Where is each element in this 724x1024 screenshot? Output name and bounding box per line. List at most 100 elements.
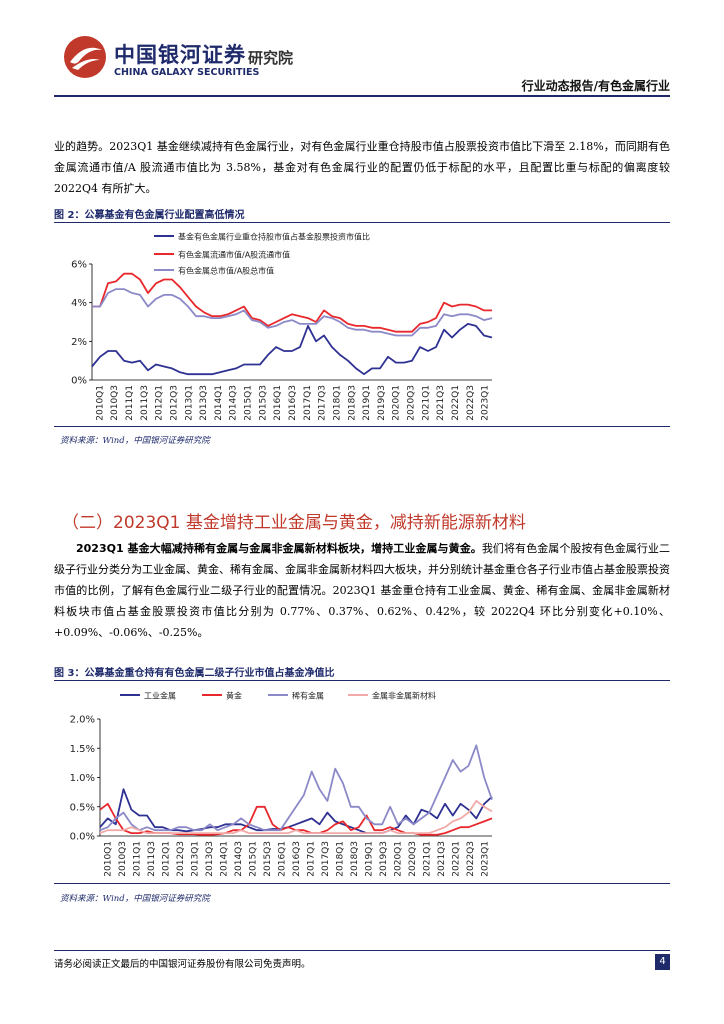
logo: 中国银河证券 研究院 CHINA GALAXY SECURITIES [62,34,322,82]
x-tick-label: 2021Q3 [437,841,447,877]
paragraph-allocation: 2023Q1 基金大幅减持稀有金属与金属非金属新材料板块，增持工业金属与黄金。我… [54,538,670,643]
figure2-top-rule [54,222,670,223]
x-tick-label: 2013Q1 [190,841,200,877]
section-heading: （二）2023Q1 基金增持工业金属与黄金，减持新能源新材料 [62,513,526,533]
legend-label-4: 金属非金属新材料 [372,691,436,701]
x-tick-label: 2014Q3 [229,385,239,421]
series-line-4 [99,800,493,835]
y-tick-label: 6% [71,260,87,271]
header-divider [54,95,670,97]
x-tick-label: 2017Q3 [318,385,328,421]
y-tick-label: 2% [71,337,87,348]
x-tick-label: 2011Q1 [125,385,135,421]
report-type: 行业动态报告/有色金属行业 [521,79,670,93]
x-tick-label: 2010Q3 [118,841,128,877]
galaxy-logo-icon [64,36,106,78]
legend-label-1: 工业金属 [144,691,176,701]
x-tick-label: 2011Q3 [147,841,157,877]
y-tick-label: 2.0% [70,715,95,726]
x-tick-label: 2022Q3 [466,385,476,421]
y-tick-label: 0% [71,376,87,387]
x-tick-label: 2020Q1 [392,385,402,421]
figure2-title: 图 2：公募基金有色金属行业配置高低情况 [54,210,245,221]
paragraph-allocation-lead: 2023Q1 基金大幅减持稀有金属与金属非金属新材料板块，增持工业金属与黄金。 [76,542,482,555]
series-line-3 [99,744,493,832]
x-tick-label: 2022Q1 [451,385,461,421]
logo-english-name: CHINA GALAXY SECURITIES [114,67,260,78]
y-tick-label: 1.0% [70,773,95,784]
x-tick-label: 2014Q1 [214,385,224,421]
y-tick-label: 4% [71,298,87,309]
figure3-top-rule [54,680,670,681]
x-tick-label: 2019Q1 [362,385,372,421]
x-tick-label: 2018Q1 [332,385,342,421]
x-tick-label: 2015Q3 [258,385,268,421]
x-tick-label: 2010Q1 [95,385,105,421]
x-tick-label: 2010Q3 [110,385,120,421]
series-line-1 [91,323,493,376]
x-tick-label: 2012Q1 [161,841,171,877]
x-tick-label: 2021Q1 [421,385,431,421]
x-tick-label: 2012Q1 [155,385,165,421]
x-tick-label: 2013Q3 [205,841,215,877]
x-tick-label: 2018Q3 [350,841,360,877]
x-tick-label: 2020Q3 [408,841,418,877]
x-tick-label: 2014Q1 [219,841,229,877]
x-tick-label: 2011Q3 [140,385,150,421]
x-tick-label: 2012Q3 [169,385,179,421]
figure3-chart: 0.0% 0.5% 1.0% 1.5% 2.0% 2010Q1 2010Q3 2011Q1 20… [70,691,493,877]
x-tick-label: 2021Q3 [436,385,446,421]
x-tick-label: 2013Q1 [184,385,194,421]
x-tick-label: 2011Q1 [132,841,142,877]
figure3-source: 资料来源：Wind，中国银河证券研究院 [60,894,210,904]
x-tick-label: 2022Q3 [466,841,476,877]
legend-label-3: 有色金属总市值/A股总市值 [178,266,274,276]
figure3-bottom-rule [54,883,670,884]
x-tick-label: 2017Q1 [303,385,313,421]
logo-institute: 研究院 [248,49,294,67]
figure3-title: 图 3：公募基金重仓持有有色金属二级子行业市值占基金净值比 [54,668,335,679]
x-tick-label: 2017Q1 [307,841,317,877]
x-tick-label: 2015Q1 [248,841,258,877]
x-tick-label: 2022Q1 [452,841,462,877]
series-line-2 [92,272,492,333]
paragraph-intro: 业的趋势。2023Q1 基金继续减持有色金属行业，对有色金属行业重仓持股市值占股… [54,140,670,195]
figure2-chart: 0% 2% 4% 6% 2010Q1 2010Q3 2011Q1 2011Q3 2012Q1 20… [71,232,493,421]
x-tick-label: 2020Q1 [394,841,404,877]
x-tick-label: 2012Q3 [176,841,186,877]
x-tick-label: 2020Q3 [407,385,417,421]
series-line-1 [99,788,493,835]
x-tick-label: 2015Q1 [244,385,254,421]
x-tick-label: 2016Q3 [288,385,298,421]
x-tick-label: 2016Q1 [273,385,283,421]
legend-label-2: 有色金属流通市值/A股流通市值 [178,250,290,260]
x-tick-label: 2018Q1 [336,841,346,877]
paragraph-allocation-body: 我们将有色金属个股按有色金属行业二级子行业分类分为工业金属、黄金、稀有金属、金属… [54,542,671,639]
figure2-source: 资料来源：Wind，中国银河证券研究院 [60,436,210,446]
x-tick-label: 2015Q3 [263,841,273,877]
y-tick-label: 0.5% [70,802,95,813]
x-tick-label: 2021Q1 [423,841,433,877]
x-tick-label: 2013Q3 [199,385,209,421]
page-number: 4 [655,954,670,970]
x-tick-label: 2016Q3 [292,841,302,877]
x-tick-label: 2010Q1 [103,841,113,877]
logo-chinese-name: 中国银河证券 [114,43,246,67]
x-tick-label: 2016Q1 [277,841,287,877]
figure2-bottom-rule [54,426,670,427]
x-tick-label: 2014Q3 [234,841,244,877]
footer-disclaimer: 请务必阅读正文最后的中国银河证券股份有限公司免责声明。 [54,959,311,970]
y-tick-label: 1.5% [70,744,95,755]
x-tick-label: 2019Q1 [365,841,375,877]
x-tick-label: 2019Q3 [379,841,389,877]
legend-label-3: 稀有金属 [292,691,324,701]
x-tick-label: 2017Q3 [321,841,331,877]
x-tick-label: 2023Q1 [481,385,491,421]
y-tick-label: 0.0% [70,832,95,843]
x-tick-label: 2023Q1 [481,841,491,877]
legend-label-2: 黄金 [226,691,242,701]
footer-divider [54,950,670,951]
series-line-3 [92,288,493,337]
x-tick-label: 2018Q3 [347,385,357,421]
x-tick-label: 2019Q3 [377,385,387,421]
